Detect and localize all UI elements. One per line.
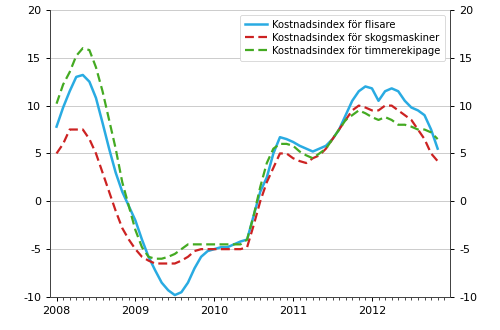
- Kostnadsindex för skogsmaskiner: [54, 151, 60, 155]
- Kostnadsindex för flisare: [66, 89, 72, 93]
- Kostnadsindex för timmerekipage: [342, 118, 348, 122]
- Kostnadsindex för flisare: [172, 293, 178, 297]
- Line: Kostnadsindex för skogsmaskiner: Kostnadsindex för skogsmaskiner: [56, 106, 438, 263]
- Kostnadsindex för flisare: [342, 113, 348, 117]
- Kostnadsindex för flisare: [158, 280, 164, 284]
- Line: Kostnadsindex för flisare: Kostnadsindex för flisare: [56, 75, 438, 295]
- Kostnadsindex för flisare: [434, 147, 440, 150]
- Kostnadsindex för skogsmaskiner: [66, 128, 72, 132]
- Kostnadsindex för skogsmaskiner: [257, 199, 263, 203]
- Kostnadsindex för flisare: [264, 176, 270, 180]
- Kostnadsindex för skogsmaskiner: [356, 104, 362, 108]
- Kostnadsindex för timmerekipage: [434, 137, 440, 141]
- Kostnadsindex för timmerekipage: [165, 255, 171, 259]
- Kostnadsindex för skogsmaskiner: [152, 261, 158, 265]
- Kostnadsindex för skogsmaskiner: [112, 209, 118, 213]
- Kostnadsindex för skogsmaskiner: [336, 128, 342, 132]
- Kostnadsindex för timmerekipage: [80, 46, 86, 50]
- Kostnadsindex för flisare: [80, 73, 86, 77]
- Kostnadsindex för skogsmaskiner: [158, 261, 164, 265]
- Kostnadsindex för timmerekipage: [264, 161, 270, 165]
- Kostnadsindex för timmerekipage: [100, 89, 105, 93]
- Kostnadsindex för timmerekipage: [120, 180, 126, 184]
- Kostnadsindex för timmerekipage: [54, 102, 60, 106]
- Kostnadsindex för timmerekipage: [66, 70, 72, 74]
- Kostnadsindex för flisare: [100, 121, 105, 125]
- Kostnadsindex för timmerekipage: [152, 257, 158, 261]
- Kostnadsindex för flisare: [54, 125, 60, 129]
- Legend: Kostnadsindex för flisare, Kostnadsindex för skogsmaskiner, Kostnadsindex för ti: Kostnadsindex för flisare, Kostnadsindex…: [240, 15, 445, 61]
- Kostnadsindex för flisare: [120, 190, 126, 194]
- Line: Kostnadsindex för timmerekipage: Kostnadsindex för timmerekipage: [56, 48, 438, 259]
- Kostnadsindex för skogsmaskiner: [434, 159, 440, 163]
- Kostnadsindex för skogsmaskiner: [93, 151, 99, 155]
